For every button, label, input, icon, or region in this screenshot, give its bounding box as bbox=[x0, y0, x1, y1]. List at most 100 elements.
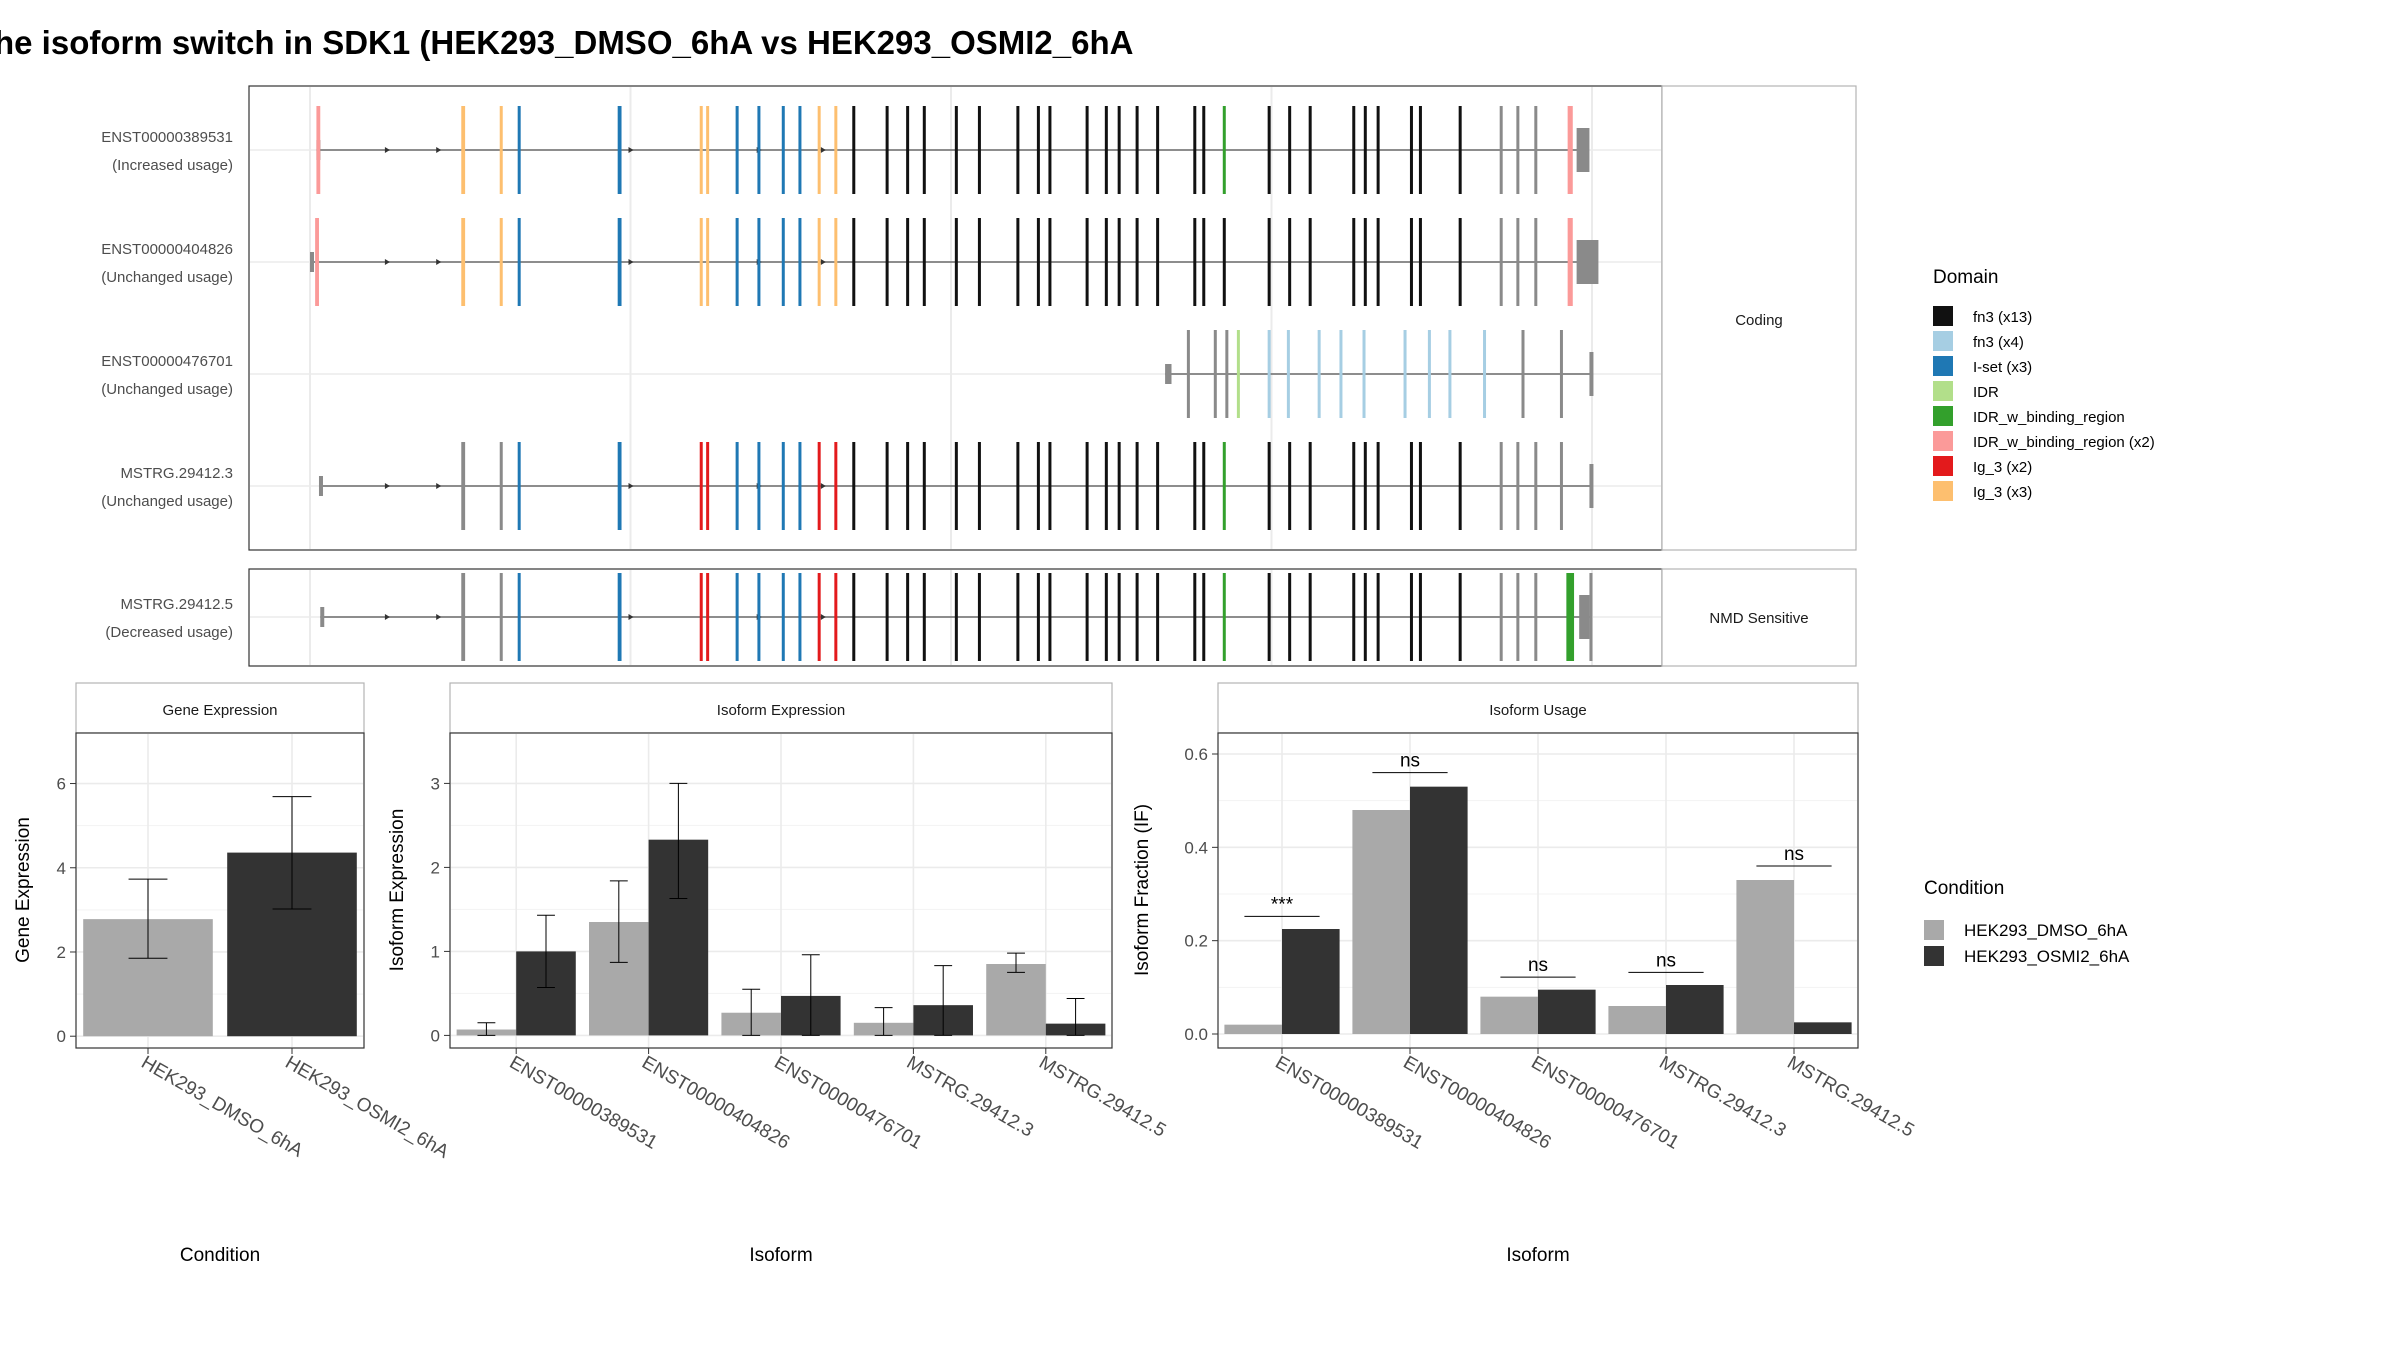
significance-label: ns bbox=[1656, 950, 1676, 971]
isoform-expression-panel: Isoform Expression 0123ENST00000389531EN… bbox=[387, 682, 1169, 1266]
utr-block bbox=[1165, 364, 1172, 384]
exon-block bbox=[885, 106, 889, 194]
transcript-track bbox=[310, 218, 1599, 306]
domain-legend-swatch bbox=[1933, 356, 1953, 376]
exon-block bbox=[461, 442, 466, 530]
domain-legend-swatch bbox=[1933, 456, 1953, 476]
utr-block bbox=[1589, 464, 1594, 508]
exon-block bbox=[977, 106, 981, 194]
exon-block bbox=[1403, 330, 1407, 418]
exon-block bbox=[1186, 330, 1190, 418]
transcript-track bbox=[318, 442, 1594, 530]
exon-block bbox=[1516, 442, 1520, 530]
direction-arrow bbox=[820, 614, 826, 620]
domain-legend-swatch bbox=[1933, 481, 1953, 501]
exon-block bbox=[817, 573, 821, 661]
domain-legend-label: IDR_w_binding_region bbox=[1973, 409, 2125, 426]
y-tick-label: 4 bbox=[57, 859, 66, 878]
y-tick-label: 2 bbox=[431, 858, 440, 877]
exon-block bbox=[1135, 442, 1139, 530]
transcript-id-label: ENST00000389531 bbox=[101, 129, 233, 146]
exon-block bbox=[885, 573, 889, 661]
direction-arrow bbox=[628, 614, 634, 620]
bar bbox=[1282, 929, 1340, 1034]
bar bbox=[1224, 1024, 1282, 1034]
exon-block bbox=[757, 106, 761, 194]
exon-block bbox=[1534, 573, 1538, 661]
exon-block bbox=[885, 218, 889, 306]
exon-block bbox=[699, 573, 703, 661]
exon-block bbox=[1376, 573, 1380, 661]
utr-block bbox=[310, 252, 314, 272]
legend-label-dmso: HEK293_DMSO_6hA bbox=[1964, 921, 2128, 940]
exon-block bbox=[1363, 218, 1367, 306]
direction-arrow bbox=[384, 147, 390, 153]
exon-block bbox=[1048, 442, 1052, 530]
exon-block bbox=[1117, 573, 1121, 661]
gene-expression-ylabel: Gene Expression bbox=[13, 817, 34, 963]
domain-legend-swatch bbox=[1933, 406, 1953, 426]
isoform-usage-title: Isoform Usage bbox=[1489, 702, 1587, 719]
exon-block bbox=[1036, 573, 1040, 661]
exon-block bbox=[757, 573, 761, 661]
exon-block bbox=[852, 218, 856, 306]
x-tick-label: MSTRG.29412.5 bbox=[1035, 1052, 1169, 1141]
exon-block bbox=[1458, 573, 1462, 661]
exon-block bbox=[1085, 442, 1089, 530]
bar bbox=[1666, 985, 1724, 1034]
exon-block bbox=[1104, 218, 1108, 306]
exon-block bbox=[735, 442, 739, 530]
exon-block bbox=[1409, 573, 1413, 661]
exon-block bbox=[499, 442, 503, 530]
exon-block bbox=[617, 442, 622, 530]
exon-block bbox=[906, 442, 910, 530]
exon-block bbox=[798, 442, 802, 530]
exon-block bbox=[1267, 330, 1271, 418]
bar bbox=[1480, 996, 1538, 1034]
exon-block bbox=[1516, 218, 1520, 306]
exon-block bbox=[954, 218, 958, 306]
exon-block bbox=[1567, 218, 1573, 306]
exon-block bbox=[1409, 218, 1413, 306]
exon-block bbox=[1448, 330, 1452, 418]
strip-nmd bbox=[1661, 568, 1857, 667]
significance-label: *** bbox=[1271, 894, 1294, 915]
transcript-usage-label: (Increased usage) bbox=[112, 157, 233, 174]
utr-block bbox=[1576, 128, 1590, 172]
exon-block bbox=[1288, 218, 1292, 306]
exon-block bbox=[1363, 106, 1367, 194]
exon-block bbox=[1589, 573, 1593, 661]
exon-block bbox=[1534, 106, 1538, 194]
exon-block bbox=[517, 106, 521, 194]
y-tick-label: 6 bbox=[57, 775, 66, 794]
exon-block bbox=[1458, 442, 1462, 530]
exon-block bbox=[706, 442, 710, 530]
exon-block bbox=[817, 106, 821, 194]
strip-coding bbox=[1661, 85, 1857, 551]
exon-block bbox=[1085, 218, 1089, 306]
exon-block bbox=[852, 573, 856, 661]
exon-block bbox=[499, 573, 503, 661]
exon-block bbox=[1222, 218, 1226, 306]
utr-block bbox=[1579, 595, 1590, 639]
exon-block bbox=[1376, 106, 1380, 194]
exon-block bbox=[1286, 330, 1290, 418]
exon-block bbox=[1352, 442, 1356, 530]
bar bbox=[1794, 1022, 1852, 1034]
exon-block bbox=[1288, 106, 1292, 194]
domain-legend-swatch bbox=[1933, 331, 1953, 351]
direction-arrow bbox=[436, 147, 442, 153]
exon-block bbox=[906, 573, 910, 661]
exon-block bbox=[1213, 330, 1217, 418]
direction-arrow bbox=[384, 259, 390, 265]
bar bbox=[986, 964, 1046, 1036]
exon-block bbox=[1156, 218, 1160, 306]
exon-block bbox=[1085, 573, 1089, 661]
exon-block bbox=[977, 218, 981, 306]
exon-block bbox=[1363, 573, 1367, 661]
legend-label-osmi2: HEK293_OSMI2_6hA bbox=[1964, 947, 2130, 966]
domain-legend-swatch bbox=[1933, 431, 1953, 451]
transcript-track bbox=[1165, 330, 1594, 418]
exon-block bbox=[1567, 106, 1573, 194]
strip-nmd-label: NMD Sensitive bbox=[1709, 610, 1808, 627]
